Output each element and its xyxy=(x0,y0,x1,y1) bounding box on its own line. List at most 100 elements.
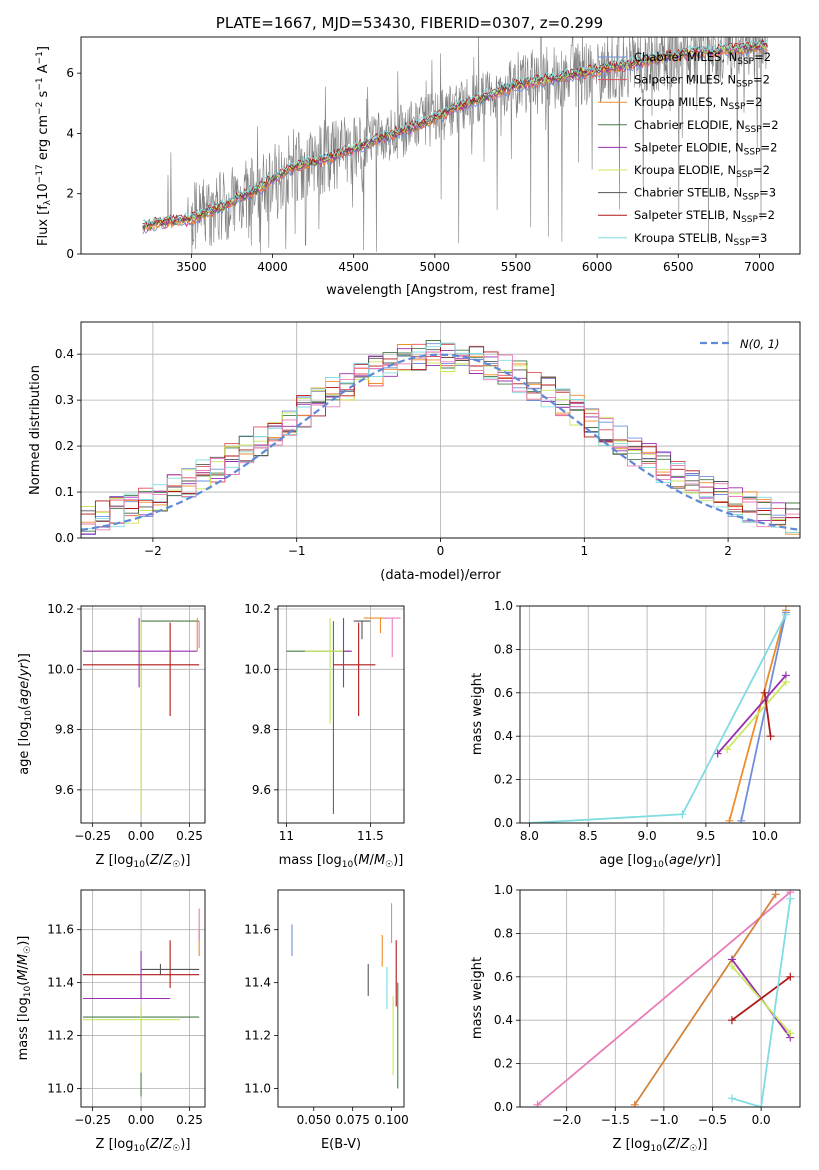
legend-label: Salpeter ELODIE, NSSP=2 xyxy=(634,140,777,157)
axes-border xyxy=(277,605,405,824)
x-tick-label: 9.0 xyxy=(638,829,657,843)
x-axis-label: Z [log10(Z/Z☉)] xyxy=(613,1137,708,1154)
x-tick-label: 8.0 xyxy=(520,829,539,843)
y-tick-label: 9.6 xyxy=(55,783,74,797)
x-axis-label: Z [log10(Z/Z☉)] xyxy=(96,853,191,870)
chart-age_vs_Z: −0.25 0.00 0.25 9.6 9.8 10.0 10.2 Z [log10(Z/Z☉… xyxy=(17,602,206,870)
x-tick-label: 0.075 xyxy=(335,1113,369,1127)
y-tick-label: 0.1 xyxy=(55,485,74,499)
x-tick-label: 0.00 xyxy=(128,829,155,843)
chart-spectrum: 3500 4000 4500 5000 5500 6000 6500 7000 0 2 4 6 Flux… xyxy=(35,36,801,298)
histogram-step xyxy=(81,342,800,533)
y-tick-label: 11.0 xyxy=(47,1081,74,1095)
weight-marker xyxy=(678,810,687,819)
chart-weight_vs_age: 8.0 8.5 9.0 9.5 10.0 0.0 0.2 0.4 0.6 0.8 1.0 age [l… xyxy=(470,599,801,870)
weight-line xyxy=(740,612,787,821)
y-axis-label: mass weight xyxy=(470,957,485,1039)
y-axis-label: age [log10(age/yr)] xyxy=(17,653,34,775)
x-tick-label: 9.5 xyxy=(696,829,715,843)
weight-line xyxy=(731,898,792,1107)
y-tick-label: 10.2 xyxy=(47,602,74,616)
x-tick-label: −0.25 xyxy=(74,829,111,843)
weight-marker xyxy=(766,732,775,741)
chart-age_vs_mass: 11 11.5 9.6 9.8 10.0 10.2 mass [log10(M/M☉)] xyxy=(244,602,405,870)
spectrum-model-line xyxy=(142,42,768,231)
weight-line xyxy=(763,692,772,737)
y-tick-label: 0.4 xyxy=(494,729,513,743)
weight-marker xyxy=(757,1103,766,1107)
y-tick-label: 0 xyxy=(66,247,74,261)
axes-frame: −0.25 0.00 0.25 11.0 11.2 11.4 11.6 Z [log10(Z/… xyxy=(16,889,206,1154)
histogram-step xyxy=(81,356,800,533)
y-tick-label: 11.2 xyxy=(244,1029,271,1043)
axes-frame: 0.050 0.075 0.100 11.0 11.2 11.4 11.6 E(B-V) xyxy=(244,889,409,1152)
plot-area xyxy=(81,340,800,535)
axes-border xyxy=(80,605,206,824)
legend-label: Chabrier ELODIE, NSSP=2 xyxy=(634,118,779,135)
legend-label: N(0, 1) xyxy=(740,337,780,351)
x-axis-label: age [log10(age/yr)] xyxy=(599,853,721,870)
x-tick-label: 6000 xyxy=(582,260,613,274)
plot-area xyxy=(82,908,200,1097)
y-tick-label: 10.0 xyxy=(47,662,74,676)
figure-title: PLATE=1667, MJD=53430, FIBERID=0307, z=0… xyxy=(216,14,603,32)
x-tick-label: 10.0 xyxy=(751,829,778,843)
plot-area xyxy=(286,617,401,814)
y-tick-label: 11.4 xyxy=(244,976,271,990)
weight-marker xyxy=(725,816,734,823)
y-tick-label: 0.8 xyxy=(494,642,513,656)
weight-line xyxy=(726,681,787,750)
legend-label: Salpeter STELIB, NSSP=2 xyxy=(634,208,775,225)
y-tick-label: 0.0 xyxy=(55,531,74,545)
axes-border xyxy=(80,36,801,255)
axes-border xyxy=(519,889,801,1108)
y-axis-label: mass [log10(M/M☉)] xyxy=(16,936,33,1061)
axes-frame: 8.0 8.5 9.0 9.5 10.0 0.0 0.2 0.4 0.6 0.8 1.0 age [l… xyxy=(470,599,801,870)
plot-area xyxy=(82,618,200,814)
x-tick-label: −2.0 xyxy=(552,1113,581,1127)
axes-border xyxy=(277,889,405,1108)
y-tick-label: 0.6 xyxy=(494,970,513,984)
axes-frame: 3500 4000 4500 5000 5500 6000 6500 7000 0 2 4 6 Flux… xyxy=(35,36,801,298)
x-tick-label: 6500 xyxy=(663,260,694,274)
chart-ebv: 0.050 0.075 0.100 11.0 11.2 11.4 11.6 E(B-V) xyxy=(244,889,409,1152)
y-tick-label: 6 xyxy=(66,66,74,80)
x-axis-label: mass [log10(M/M☉)] xyxy=(279,853,404,870)
x-tick-label: −1.0 xyxy=(649,1113,678,1127)
x-tick-label: 5000 xyxy=(420,260,451,274)
x-axis-label: wavelength [Angstrom, rest frame] xyxy=(326,283,555,298)
weight-marker xyxy=(786,972,795,981)
y-axis-label: Normed distribution xyxy=(28,365,43,495)
y-tick-label: 9.8 xyxy=(55,723,74,737)
y-tick-label: 1.0 xyxy=(494,883,513,897)
weight-line xyxy=(716,674,787,755)
spectrum-model-line xyxy=(142,39,768,227)
legend-label: Kroupa STELIB, NSSP=3 xyxy=(634,231,767,248)
legend-label: Kroupa MILES, NSSP=2 xyxy=(634,95,762,112)
legend-label: Salpeter MILES, NSSP=2 xyxy=(634,73,770,90)
weight-marker xyxy=(727,1094,736,1103)
y-tick-label: 4 xyxy=(66,126,74,140)
y-tick-label: 0.0 xyxy=(494,1100,513,1114)
normal-curve xyxy=(81,353,800,531)
y-tick-label: 10.0 xyxy=(244,662,271,676)
y-tick-label: 9.8 xyxy=(252,723,271,737)
weight-line xyxy=(536,891,791,1106)
y-tick-label: 0.0 xyxy=(494,816,513,830)
x-tick-label: 2 xyxy=(724,544,732,558)
axes-frame: −2 −1 0 1 2 0.0 0.1 0.2 0.3 0.4 N(0, 1) (data-model… xyxy=(28,321,801,583)
weight-marker xyxy=(630,1100,639,1107)
y-tick-label: 0.4 xyxy=(494,1013,513,1027)
weight-marker xyxy=(713,749,722,758)
y-tick-label: 11.2 xyxy=(47,1029,74,1043)
chart-weight_vs_Z: −2.0 −1.5 −1.0 −0.5 0.0 0.0 0.2 0.4 0.6 0.8 1.0 Z [… xyxy=(470,883,801,1154)
x-tick-label: −2 xyxy=(144,544,162,558)
histogram-step xyxy=(81,343,800,524)
x-tick-label: 3500 xyxy=(176,260,207,274)
axes-frame: −0.25 0.00 0.25 9.6 9.8 10.0 10.2 Z [log10(Z/Z☉… xyxy=(17,602,206,870)
weight-line xyxy=(633,893,777,1106)
axes-frame: −2.0 −1.5 −1.0 −0.5 0.0 0.0 0.2 0.4 0.6 0.8 1.0 Z [… xyxy=(470,883,801,1154)
plot-area xyxy=(291,903,399,1089)
x-tick-label: 8.5 xyxy=(579,829,598,843)
x-tick-label: 0.00 xyxy=(128,1113,155,1127)
